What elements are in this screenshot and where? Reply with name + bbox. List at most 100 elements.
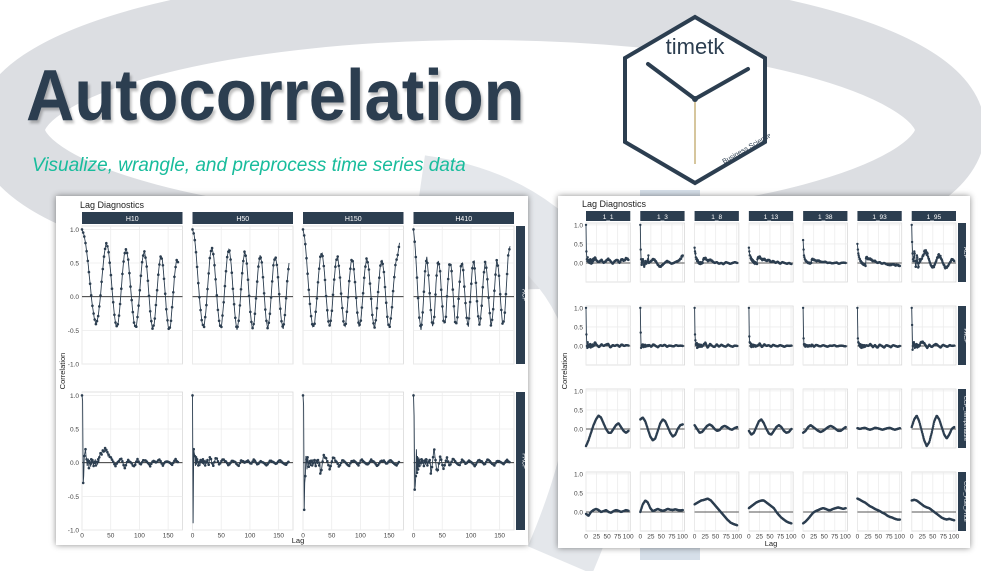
data-point xyxy=(330,460,334,463)
y-tick-label: 1.0 xyxy=(70,227,79,234)
data-point xyxy=(91,458,94,462)
data-point xyxy=(244,254,247,257)
data-point xyxy=(627,429,630,433)
data-point xyxy=(421,459,425,463)
data-point xyxy=(209,457,213,461)
data-point xyxy=(372,322,375,325)
facet-strip xyxy=(192,212,293,224)
data-point xyxy=(681,254,684,257)
facet-panel xyxy=(857,388,903,449)
data-point xyxy=(463,285,466,288)
x-tick-label: 0 xyxy=(191,533,195,540)
data-point xyxy=(339,461,343,465)
facet-panel xyxy=(802,471,848,532)
data-point xyxy=(264,308,267,311)
row-strip xyxy=(958,472,966,531)
data-point xyxy=(81,481,85,485)
data-point xyxy=(449,463,452,466)
data-point xyxy=(495,258,499,262)
x-tick-label: 150 xyxy=(163,533,174,540)
data-point xyxy=(467,317,471,320)
data-point xyxy=(911,344,915,348)
x-tick-label: 100 xyxy=(677,534,688,541)
data-point xyxy=(735,344,739,348)
data-point xyxy=(80,228,84,231)
data-point xyxy=(108,261,111,264)
data-point xyxy=(200,318,203,322)
data-point xyxy=(160,257,163,260)
data-point xyxy=(627,258,630,262)
x-tick-label: 25 xyxy=(701,534,709,541)
data-point xyxy=(279,307,282,310)
data-point xyxy=(109,456,113,459)
data-point xyxy=(446,460,450,463)
data-point xyxy=(245,262,249,265)
data-point xyxy=(639,223,642,227)
data-point xyxy=(147,463,151,466)
data-point xyxy=(433,315,436,319)
data-point xyxy=(216,308,220,312)
facet-panel xyxy=(802,222,848,283)
data-point xyxy=(643,263,646,267)
data-point xyxy=(281,325,284,328)
data-point xyxy=(172,291,175,294)
data-point xyxy=(430,465,434,469)
facet-strip-label: 1_38 xyxy=(818,214,833,221)
data-point xyxy=(161,264,165,267)
data-point xyxy=(693,246,696,249)
data-point xyxy=(359,319,363,322)
data-point xyxy=(213,263,216,267)
data-point xyxy=(195,458,199,461)
x-tick-label: 100 xyxy=(731,534,742,541)
data-point xyxy=(101,267,105,271)
data-point xyxy=(338,276,342,279)
data-point xyxy=(192,447,195,451)
data-point xyxy=(250,320,253,324)
data-point xyxy=(360,306,364,309)
data-point xyxy=(369,297,373,301)
data-point xyxy=(504,292,508,296)
data-point xyxy=(88,461,92,465)
data-point xyxy=(96,314,100,318)
data-point xyxy=(428,458,432,462)
data-point xyxy=(135,325,138,328)
data-point xyxy=(102,450,106,453)
data-point xyxy=(113,313,116,317)
data-point xyxy=(140,260,144,264)
data-point xyxy=(748,335,751,338)
data-point xyxy=(424,259,428,263)
data-point xyxy=(357,321,360,324)
data-point xyxy=(506,254,510,257)
data-point xyxy=(368,460,372,463)
facet-strip-label: H150 xyxy=(345,216,362,223)
data-point xyxy=(322,264,326,268)
data-point xyxy=(459,264,463,268)
data-point xyxy=(205,303,208,307)
data-point xyxy=(213,460,216,464)
facet-panel xyxy=(639,222,685,283)
data-point xyxy=(86,460,90,463)
data-point xyxy=(479,317,482,320)
data-point xyxy=(489,324,493,327)
row-strip-label: CCF_Temperature xyxy=(962,396,968,441)
data-point xyxy=(627,344,630,347)
data-point xyxy=(81,231,85,234)
data-point xyxy=(396,253,400,257)
data-point xyxy=(413,488,417,491)
data-point xyxy=(321,460,324,463)
data-point xyxy=(643,265,646,268)
data-point xyxy=(434,293,437,296)
data-point xyxy=(464,301,467,305)
data-point xyxy=(215,457,219,460)
data-point xyxy=(83,235,86,238)
data-point xyxy=(327,463,330,467)
data-point xyxy=(319,255,322,258)
x-tick-label: 100 xyxy=(623,534,634,541)
data-point xyxy=(150,319,153,323)
data-point xyxy=(856,306,859,310)
data-point xyxy=(419,461,422,465)
data-point xyxy=(591,261,594,265)
data-point xyxy=(801,238,805,242)
data-point xyxy=(444,315,448,319)
x-axis-label: Lag xyxy=(292,536,305,545)
